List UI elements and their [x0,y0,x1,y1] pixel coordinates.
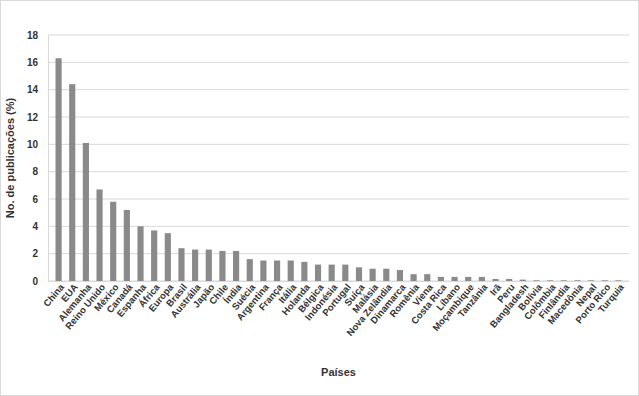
bar [96,189,102,281]
grid [48,35,629,281]
grid-line [48,89,629,90]
bar [356,267,362,281]
bar [178,248,184,281]
bar [219,251,225,281]
bar [192,250,198,281]
bar [206,250,212,281]
bar [588,280,594,281]
y-tick: 18 [27,30,48,41]
x-tick-label: Tanzânia [455,281,490,319]
bar [165,233,171,281]
grid-line [48,281,629,282]
grid-line [48,117,629,118]
bar [533,280,539,281]
y-axis-line [48,36,49,282]
bar [342,265,348,281]
bar [479,277,485,281]
bar [247,259,253,281]
y-tick: 12 [27,112,48,123]
bar [110,202,116,281]
y-tick-label: 8 [32,166,38,177]
y-tick-label: 10 [27,139,39,150]
bar [547,280,553,281]
bar [56,58,62,281]
grid-line [48,62,629,63]
x-axis: ChinaEUAAlemanhaReino UnidoMéxicoCanadáE… [41,281,630,338]
y-tick: 10 [27,139,48,150]
bar [492,279,498,281]
bar [137,226,143,281]
y-tick: 6 [32,194,48,205]
bar [602,280,608,281]
y-tick-label: 4 [32,221,38,232]
y-tick-label: 2 [32,248,38,259]
bar [424,274,430,281]
x-axis-title: Países [321,366,356,378]
plot: 0 2 4 6 8 10 12 14 16 18 ChinaEUAAlemanhaReino Uni… [27,30,630,338]
bar [520,280,526,281]
bar [574,280,580,281]
bar [438,277,444,281]
y-tick: 8 [32,166,48,177]
y-tick-label: 14 [27,84,39,95]
y-tick: 16 [27,57,48,68]
chart-border [1,1,639,396]
y-tick-label: 6 [32,194,38,205]
grid-line [48,171,629,172]
y-tick: 0 [32,276,48,287]
bar [233,251,239,281]
y-tick-label: 0 [32,276,38,287]
y-axis: 0 2 4 6 8 10 12 14 16 18 [27,30,49,287]
bar [260,261,266,282]
bars [56,58,622,281]
grid-line [48,144,629,145]
bar [151,230,157,281]
y-tick-label: 12 [27,112,39,123]
bar [411,274,417,281]
bar [506,279,512,281]
grid-line [48,253,629,254]
bar [274,261,280,282]
bar [383,269,389,281]
chart: 0 2 4 6 8 10 12 14 16 18 ChinaEUAAlemanhaReino Uni… [0,0,639,396]
bar [370,269,376,281]
bar [83,143,89,281]
y-tick-label: 16 [27,57,39,68]
x-tick: Turquia [596,281,627,315]
bar [301,262,307,281]
y-tick: 4 [32,221,48,232]
y-tick: 2 [32,248,48,259]
grid-line [48,199,629,200]
bar [397,270,403,281]
bar [315,265,321,281]
x-tick-label: Turquia [596,281,627,315]
bar [288,261,294,282]
bar [329,265,335,281]
x-axis-line [49,281,630,282]
bar [615,280,621,281]
bar [124,210,130,281]
y-tick: 14 [27,84,48,95]
grid-line [48,226,629,227]
grid-line [48,35,629,36]
y-axis-title: No. de publicações (%) [4,97,16,218]
bar [561,280,567,281]
y-tick-label: 18 [27,30,39,41]
bar [69,84,75,281]
x-tick: Tanzânia [455,281,490,319]
bar [451,277,457,281]
bar [465,277,471,281]
